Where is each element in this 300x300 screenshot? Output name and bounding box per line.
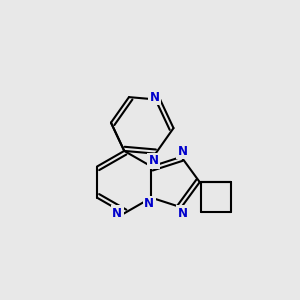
Text: N: N (177, 207, 188, 220)
Text: N: N (112, 207, 122, 220)
Text: N: N (177, 145, 188, 158)
Text: N: N (149, 154, 159, 167)
Text: N: N (144, 197, 154, 210)
Text: N: N (149, 91, 159, 104)
